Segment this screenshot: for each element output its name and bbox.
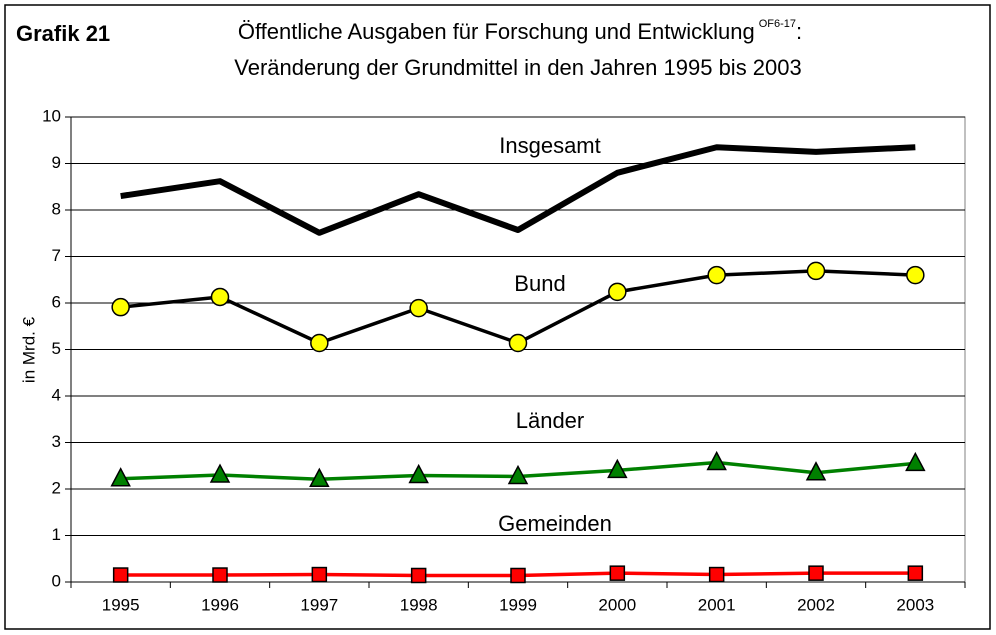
x-tick-label: 1996: [201, 595, 239, 614]
series-label: Insgesamt: [499, 133, 601, 158]
x-tick-label: 1999: [499, 595, 537, 614]
point: [708, 566, 725, 583]
point: [706, 450, 727, 471]
chart-label: Grafik 21: [16, 21, 110, 46]
x-tick-label: 1998: [400, 595, 438, 614]
point: [607, 458, 628, 479]
title-end: :: [796, 19, 802, 44]
point: [806, 261, 826, 281]
y-tick-label: 3: [52, 432, 61, 451]
y-tick-label: 2: [52, 478, 61, 497]
x-tick-label: 1997: [300, 595, 338, 614]
y-tick-label: 6: [52, 292, 61, 311]
y-tick-label: 9: [52, 153, 61, 172]
point: [311, 566, 328, 583]
x-tick-label: 2002: [797, 595, 835, 614]
x-tick-label: 1995: [102, 595, 140, 614]
point: [808, 565, 824, 581]
x-tick-label: 2001: [698, 595, 736, 614]
point: [906, 265, 925, 285]
point: [112, 567, 129, 583]
point: [209, 463, 231, 483]
y-tick-label: 1: [52, 525, 61, 544]
series-label: Bund: [514, 271, 565, 296]
series-line: [120, 144, 916, 236]
point: [309, 467, 330, 487]
point: [805, 461, 827, 481]
y-tick-label: 7: [52, 246, 61, 265]
point: [510, 567, 526, 584]
point: [110, 467, 131, 487]
chart-title: Öffentliche Ausgaben für Forschung und E…: [238, 18, 802, 44]
x-tick-label: 2000: [598, 595, 636, 614]
point: [409, 298, 428, 318]
series-label: Länder: [516, 408, 585, 433]
y-tick-label: 8: [52, 199, 61, 218]
point: [210, 287, 230, 307]
title-superscript: OF6-17: [759, 18, 796, 30]
y-tick-label: 10: [42, 106, 61, 125]
point: [707, 265, 726, 285]
point: [212, 567, 228, 583]
point: [608, 282, 627, 302]
point: [609, 565, 626, 581]
y-tick-label: 4: [52, 385, 61, 404]
series-label: Gemeinden: [498, 511, 612, 536]
title-main: Öffentliche Ausgaben für Forschung und E…: [238, 19, 755, 44]
point: [905, 451, 926, 472]
x-tick-label: 2003: [896, 595, 934, 614]
point: [111, 297, 130, 317]
point: [907, 565, 924, 581]
point: [408, 463, 429, 484]
y-axis-label: in Mrd. €: [19, 316, 38, 383]
point: [410, 567, 427, 584]
point: [310, 333, 329, 353]
y-tick-label: 0: [52, 571, 61, 590]
point: [507, 464, 529, 485]
chart-subtitle: Veränderung der Grundmittel in den Jahre…: [234, 55, 802, 80]
y-tick-label: 5: [52, 339, 61, 358]
point: [508, 333, 528, 353]
